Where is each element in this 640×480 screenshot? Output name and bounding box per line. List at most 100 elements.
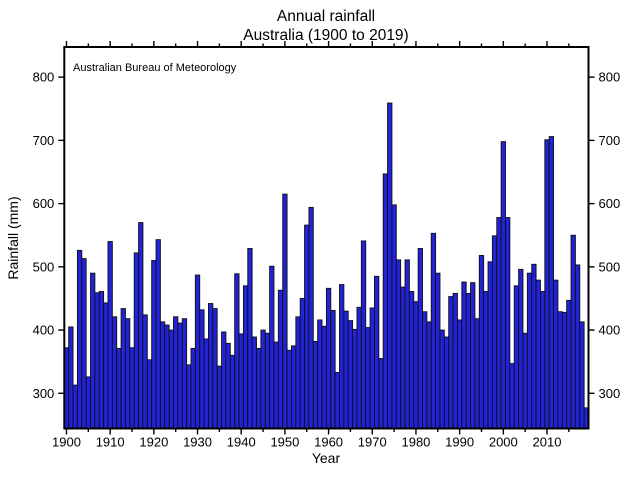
bar-1935 bbox=[216, 365, 223, 429]
x-tick-label-1930: 1930 bbox=[183, 435, 212, 450]
tick-labels-group: 300 300 400 400 500 500 600 600 700 700 800 800 1900… bbox=[33, 70, 621, 450]
bar-1908 bbox=[98, 291, 105, 429]
bar-1944 bbox=[256, 347, 262, 429]
bar-1947 bbox=[269, 265, 275, 429]
y-tick-label-left-400: 400 bbox=[33, 323, 55, 338]
bar-1973 bbox=[382, 173, 389, 429]
x-tick-label-1960: 1960 bbox=[314, 435, 343, 450]
bar-1911 bbox=[111, 316, 118, 429]
bar-1969 bbox=[365, 327, 371, 429]
bar-2018 bbox=[579, 321, 585, 429]
bar-1904 bbox=[81, 258, 87, 429]
bar-1918 bbox=[142, 314, 148, 429]
bar-1963 bbox=[339, 284, 345, 429]
x-tick-label-1900: 1900 bbox=[52, 435, 81, 450]
bar-1906 bbox=[90, 272, 96, 429]
bar-1959 bbox=[321, 325, 327, 429]
bar-1978 bbox=[404, 259, 410, 429]
y-tick-label-left-600: 600 bbox=[33, 196, 55, 211]
bar-2013 bbox=[557, 311, 563, 429]
bar-1989 bbox=[452, 292, 458, 429]
bar-2002 bbox=[509, 363, 515, 429]
bar-1965 bbox=[347, 320, 354, 429]
bar-1922 bbox=[159, 321, 166, 429]
bar-1948 bbox=[273, 341, 279, 429]
bar-1966 bbox=[352, 328, 358, 429]
bar-1958 bbox=[317, 319, 323, 429]
bar-1990 bbox=[457, 319, 463, 429]
y-tick-label-left-800: 800 bbox=[33, 70, 55, 85]
y-tick-label-right-300: 300 bbox=[599, 386, 621, 401]
bar-2006 bbox=[526, 272, 533, 429]
bar-2008 bbox=[535, 279, 541, 429]
bar-1977 bbox=[400, 286, 406, 429]
bar-1916 bbox=[133, 252, 140, 429]
bar-1936 bbox=[221, 331, 227, 429]
bar-1923 bbox=[164, 324, 170, 429]
bar-2017 bbox=[574, 264, 581, 429]
bar-1917 bbox=[138, 222, 144, 429]
x-tick-label-1910: 1910 bbox=[96, 435, 125, 450]
y-tick-label-right-400: 400 bbox=[599, 323, 621, 338]
bar-1961 bbox=[330, 310, 336, 429]
bar-1988 bbox=[448, 296, 454, 429]
bar-1924 bbox=[168, 329, 174, 429]
bar-1926 bbox=[177, 322, 183, 429]
bar-1976 bbox=[395, 259, 402, 429]
y-tick-label-right-700: 700 bbox=[599, 133, 621, 148]
bar-1939 bbox=[234, 273, 240, 429]
bar-1998 bbox=[491, 235, 498, 429]
bar-1968 bbox=[360, 240, 367, 429]
bar-1938 bbox=[229, 354, 236, 429]
x-tick-label-1940: 1940 bbox=[227, 435, 256, 450]
bar-1952 bbox=[291, 345, 297, 429]
bar-1954 bbox=[299, 298, 306, 429]
bar-1933 bbox=[208, 303, 214, 429]
bar-1994 bbox=[474, 318, 480, 429]
bar-2003 bbox=[513, 285, 520, 429]
bar-1927 bbox=[181, 318, 188, 429]
bar-2015 bbox=[566, 299, 572, 429]
bar-2001 bbox=[505, 217, 511, 429]
bar-1971 bbox=[374, 275, 380, 429]
bar-1937 bbox=[225, 342, 231, 429]
bar-1962 bbox=[334, 371, 340, 429]
bar-1929 bbox=[190, 347, 196, 429]
bar-1930 bbox=[194, 274, 201, 429]
x-tick-label-1920: 1920 bbox=[139, 435, 168, 450]
bar-1915 bbox=[129, 347, 135, 429]
bar-1928 bbox=[186, 364, 192, 429]
bar-1960 bbox=[325, 287, 332, 429]
bar-2012 bbox=[553, 279, 559, 429]
chart-title: Annual rainfall bbox=[277, 8, 375, 25]
bar-1946 bbox=[264, 332, 271, 429]
y-tick-label-right-500: 500 bbox=[599, 259, 621, 274]
bar-1931 bbox=[199, 309, 205, 429]
y-tick-label-left-300: 300 bbox=[33, 386, 55, 401]
bar-1999 bbox=[496, 217, 502, 429]
bar-2005 bbox=[522, 332, 528, 429]
bar-1980 bbox=[413, 301, 419, 429]
bar-1957 bbox=[312, 341, 319, 429]
bar-1991 bbox=[461, 281, 467, 429]
bar-2007 bbox=[531, 263, 537, 429]
bar-1967 bbox=[356, 306, 362, 429]
bar-2000 bbox=[500, 141, 506, 429]
bar-1913 bbox=[120, 308, 126, 429]
bar-1992 bbox=[465, 292, 472, 429]
bar-1902 bbox=[72, 384, 78, 429]
bar-1942 bbox=[247, 248, 253, 429]
x-tick-label-1990: 1990 bbox=[445, 435, 474, 450]
bar-1951 bbox=[286, 349, 292, 429]
bar-2010 bbox=[544, 139, 550, 429]
x-tick-label-1970: 1970 bbox=[358, 435, 387, 450]
bar-1949 bbox=[277, 289, 284, 429]
bar-1903 bbox=[76, 249, 83, 429]
chart-subtitle: Australia (1900 to 2019) bbox=[243, 27, 408, 44]
bar-1914 bbox=[125, 318, 131, 429]
plot-border bbox=[63, 46, 590, 430]
bar-1950 bbox=[282, 193, 288, 429]
y-tick-label-left-700: 700 bbox=[33, 133, 55, 148]
